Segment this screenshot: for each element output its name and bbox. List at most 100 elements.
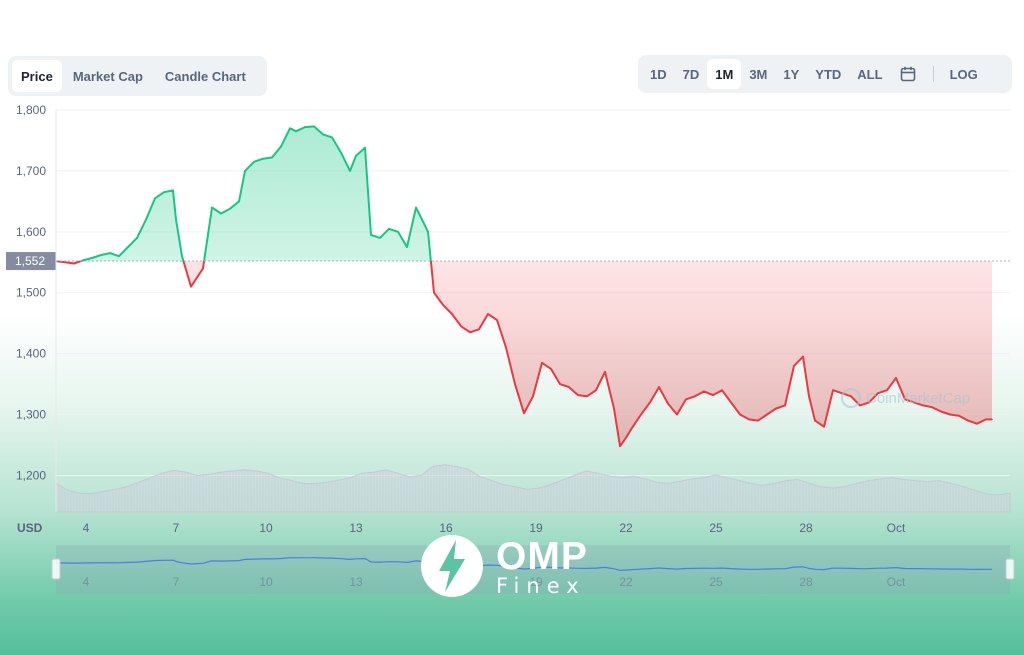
price-line-up <box>56 125 432 262</box>
x-tick-label: 4 <box>83 521 90 535</box>
reference-line: 1,552 <box>6 252 1010 271</box>
price-point <box>676 413 678 416</box>
calendar-icon[interactable] <box>897 59 919 89</box>
price-point <box>895 377 897 379</box>
price-point <box>991 418 993 421</box>
x-tick-label: 13 <box>349 521 363 535</box>
price-point <box>442 304 444 306</box>
price-point <box>649 401 651 404</box>
price-point <box>370 234 372 236</box>
price-point <box>349 170 351 172</box>
price-point <box>877 392 879 395</box>
price-point <box>631 427 633 429</box>
range-all[interactable]: ALL <box>857 66 883 82</box>
range-7d[interactable]: 7D <box>682 66 700 82</box>
price-point <box>175 218 177 221</box>
watermark: CoinMarketCap <box>841 388 970 408</box>
price-point <box>73 262 75 265</box>
price-point <box>262 157 264 160</box>
price-point <box>304 126 306 128</box>
price-point <box>604 371 606 373</box>
navigator-tick-label: 22 <box>619 575 633 589</box>
price-point <box>730 401 732 404</box>
price-point <box>313 125 315 128</box>
price-point <box>514 383 516 385</box>
time-range-selector: 1D 7D 1M 3M 1Y YTD ALL LOG <box>638 55 1012 93</box>
price-point <box>976 422 978 425</box>
navigator-tick-label: 7 <box>173 575 180 589</box>
price-point <box>667 402 669 405</box>
price-point <box>451 313 453 315</box>
navigator-window <box>56 545 1010 594</box>
price-point <box>958 415 960 417</box>
price-point <box>757 419 759 422</box>
watermark-text: CoinMarketCap <box>866 390 970 407</box>
price-point <box>766 413 768 416</box>
range-1m[interactable]: 1M <box>707 59 742 89</box>
price-area-up <box>81 126 431 262</box>
range-3m[interactable]: 3M <box>749 66 768 82</box>
price-point <box>859 404 861 407</box>
price-point <box>967 419 969 422</box>
tab-market-cap[interactable]: Market Cap <box>72 68 143 84</box>
price-point <box>775 407 777 410</box>
price-point <box>523 412 525 415</box>
price-point <box>487 313 489 315</box>
chart-type-tabs: Price Market Cap Candle Chart <box>8 56 267 96</box>
price-point <box>904 398 906 401</box>
price-point <box>550 368 552 370</box>
price-point <box>541 362 543 364</box>
price-point <box>703 390 705 393</box>
price-point <box>271 156 273 159</box>
price-point <box>331 136 333 139</box>
price-point <box>364 147 366 149</box>
price-point <box>244 170 246 172</box>
logo-mark-icon <box>421 535 483 597</box>
currency-label: USD <box>17 521 43 535</box>
navigator-tick-label: 28 <box>799 575 813 589</box>
price-point <box>64 261 66 264</box>
price-point <box>619 445 621 448</box>
price-point <box>694 395 696 398</box>
price-point <box>832 389 834 392</box>
y-tick-label: 1,400 <box>16 347 46 361</box>
price-point <box>931 406 933 409</box>
tab-candle-chart[interactable]: Candle Chart <box>164 68 246 84</box>
price-point <box>82 259 84 262</box>
price-point <box>118 255 120 257</box>
price-point <box>406 246 408 248</box>
price-point <box>886 389 888 392</box>
price-point <box>802 355 804 358</box>
price-point <box>190 285 192 288</box>
price-point <box>685 398 687 401</box>
price-point <box>238 200 240 203</box>
price-point <box>289 127 291 130</box>
price-point <box>388 228 390 230</box>
range-1y[interactable]: 1Y <box>783 66 800 82</box>
price-point <box>421 218 423 221</box>
log-toggle[interactable]: LOG <box>949 66 978 82</box>
volume-bars <box>55 464 1011 513</box>
navigator-line <box>56 557 992 571</box>
price-point <box>814 419 816 422</box>
price-point <box>808 395 810 398</box>
navigator-tick-label: 19 <box>529 575 543 589</box>
price-point <box>379 237 381 239</box>
price-point <box>172 189 174 192</box>
y-tick-label: 1,500 <box>16 286 46 300</box>
range-1d[interactable]: 1D <box>650 66 667 82</box>
x-tick-label: Oct <box>887 521 906 535</box>
navigator-handle <box>51 558 61 580</box>
price-point <box>109 252 111 254</box>
price-point <box>91 257 93 259</box>
range-ytd[interactable]: YTD <box>815 66 842 82</box>
price-point <box>748 418 750 421</box>
price-point <box>613 407 615 410</box>
price-point <box>136 237 138 239</box>
price-point <box>163 191 165 193</box>
price-point <box>784 404 786 407</box>
logo-text: OMP <box>496 535 588 578</box>
tab-price[interactable]: Price <box>12 60 62 92</box>
